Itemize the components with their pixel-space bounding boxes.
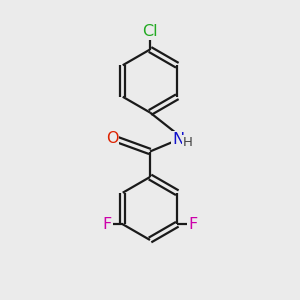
Text: Cl: Cl: [142, 24, 158, 39]
Text: F: F: [188, 217, 197, 232]
Text: O: O: [106, 131, 118, 146]
Text: N: N: [172, 132, 184, 147]
Text: H: H: [183, 136, 192, 149]
Text: F: F: [103, 217, 112, 232]
